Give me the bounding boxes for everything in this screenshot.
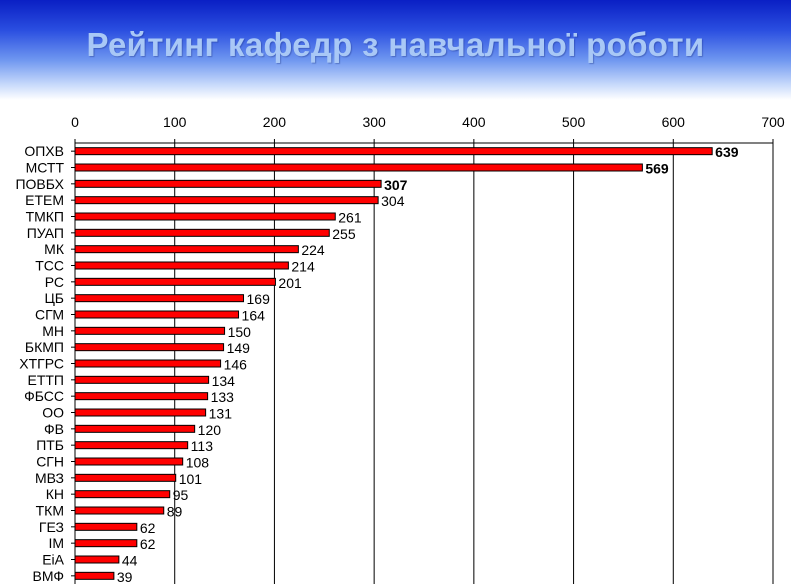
category-label: РС xyxy=(45,274,64,290)
category-label: ХТГРС xyxy=(19,356,64,372)
bar xyxy=(74,245,299,254)
bar xyxy=(74,228,330,237)
bar xyxy=(74,261,289,270)
category-label: ЦБ xyxy=(44,290,64,306)
bar xyxy=(74,326,226,335)
bar xyxy=(74,147,713,156)
category-label: ВМФ xyxy=(33,568,65,584)
bar xyxy=(74,441,189,450)
bar xyxy=(74,310,240,319)
x-tick-label: 500 xyxy=(562,114,586,130)
bar xyxy=(74,196,379,205)
category-label: ПОВБХ xyxy=(15,176,64,192)
data-label: 304 xyxy=(381,193,405,209)
category-label: КН xyxy=(46,486,64,502)
bar xyxy=(74,294,245,303)
category-label: ФБСС xyxy=(24,388,64,404)
category-label: ГЕЗ xyxy=(39,519,64,535)
data-label: 150 xyxy=(228,324,252,340)
bar xyxy=(74,277,276,286)
data-label: 201 xyxy=(278,275,302,291)
bar xyxy=(74,457,184,466)
data-label: 261 xyxy=(338,210,362,226)
bar xyxy=(74,408,207,417)
bar xyxy=(74,539,138,548)
data-label: 146 xyxy=(224,357,248,373)
bar xyxy=(74,343,225,352)
data-label: 62 xyxy=(140,520,156,536)
x-tick-label: 600 xyxy=(662,114,686,130)
bar-chart: 0 100 200 300 400 500 600 700 ОПХВ 639 МСТТ 569 ПОВБ… xyxy=(15,114,785,585)
category-label: ЕТТП xyxy=(27,372,64,388)
category-label: ІМ xyxy=(48,535,64,551)
bar xyxy=(74,359,222,368)
category-label: МК xyxy=(44,241,65,257)
x-tick-label: 400 xyxy=(462,114,486,130)
bar xyxy=(74,163,643,172)
category-label: СГМ xyxy=(35,307,64,323)
data-label: 149 xyxy=(227,340,251,356)
category-label: ОО xyxy=(42,405,64,421)
data-label: 224 xyxy=(301,242,325,258)
data-label: 639 xyxy=(715,144,739,160)
category-label: ТМКП xyxy=(26,209,64,225)
x-tick-label: 100 xyxy=(163,114,187,130)
bar xyxy=(74,179,382,188)
category-label: МВЗ xyxy=(35,470,64,486)
data-label: 307 xyxy=(384,177,408,193)
x-tick-label: 300 xyxy=(362,114,386,130)
category-label: ЕіА xyxy=(42,552,64,568)
bar xyxy=(74,392,209,401)
data-label: 89 xyxy=(167,504,183,520)
data-label: 133 xyxy=(211,389,235,405)
category-label: ФВ xyxy=(44,421,64,437)
x-tick-label: 200 xyxy=(263,114,287,130)
data-label: 39 xyxy=(117,569,133,585)
data-label: 113 xyxy=(191,438,214,454)
bar xyxy=(74,490,171,499)
data-label: 120 xyxy=(198,422,222,438)
category-label: ПУАП xyxy=(27,225,64,241)
bar xyxy=(74,375,210,384)
data-label: 101 xyxy=(179,471,203,487)
category-label: СГН xyxy=(36,454,64,470)
data-label: 131 xyxy=(209,406,233,422)
data-label: 569 xyxy=(645,161,669,177)
category-label: ЕТЕМ xyxy=(25,192,64,208)
category-label: ПТБ xyxy=(36,437,64,453)
bar xyxy=(74,424,196,433)
data-label: 169 xyxy=(247,291,271,307)
bar xyxy=(74,506,165,515)
data-label: 62 xyxy=(140,536,156,552)
page-title: Рейтинг кафедр з навчальної роботи xyxy=(86,26,705,63)
title-banner xyxy=(0,0,791,100)
data-label: 164 xyxy=(242,308,266,324)
bar xyxy=(74,212,336,221)
x-tick-label: 0 xyxy=(71,114,79,130)
category-label: ОПХВ xyxy=(24,143,64,159)
data-label: 95 xyxy=(173,487,189,503)
bar xyxy=(74,571,115,580)
bar xyxy=(74,473,177,482)
data-label: 108 xyxy=(186,455,210,471)
category-label: ТСС xyxy=(35,258,64,274)
data-label: 134 xyxy=(212,373,236,389)
data-label: 255 xyxy=(332,226,356,242)
category-label: МН xyxy=(42,323,64,339)
category-label: ТКМ xyxy=(36,503,64,519)
data-label: 214 xyxy=(291,259,315,275)
data-label: 44 xyxy=(122,553,138,569)
bar xyxy=(74,555,120,564)
x-tick-label: 700 xyxy=(761,114,785,130)
bar xyxy=(74,522,138,531)
category-label: БКМП xyxy=(25,339,64,355)
category-label: МСТТ xyxy=(26,160,65,176)
